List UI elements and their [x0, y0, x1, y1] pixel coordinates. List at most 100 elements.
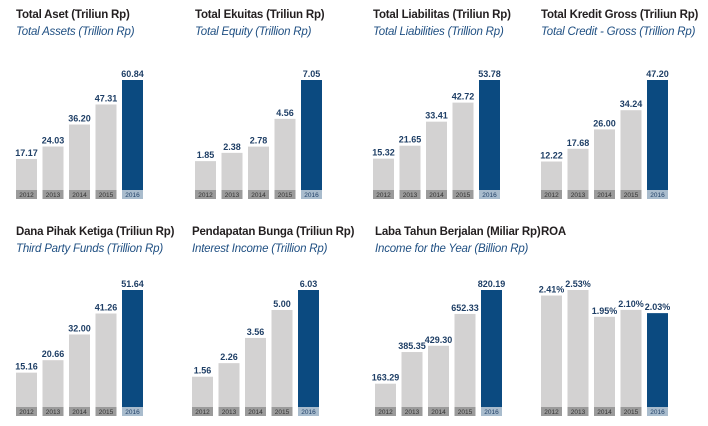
- year-box-2013: [42, 407, 64, 416]
- year-label-2012: 2012: [198, 192, 213, 199]
- bar-plot: 12.22 2012 17.68 2013 26.00 2014 34.24 2015 47.2…: [540, 69, 669, 199]
- year-box-2013: [399, 190, 421, 199]
- bar-2014: [426, 121, 447, 190]
- value-label-2015: 41.26: [95, 303, 118, 313]
- year-box-2016: [647, 407, 668, 416]
- bar-2016: [647, 313, 668, 407]
- year-label-2013: 2013: [571, 192, 586, 199]
- bar-plot: 1.56 2012 2.26 2013 3.56 2014 5.00 2015 6.03 2016: [192, 279, 319, 416]
- chart-panel-roa: ROA 2.41% 2012 2.53% 2013 1.95% 2014 2.10% 2015 2…: [539, 226, 708, 426]
- bar-2012: [375, 383, 396, 407]
- year-label-2014: 2014: [597, 409, 612, 416]
- year-box-2016: [301, 190, 322, 199]
- chart-subtitle: Third Party Funds (Trillion Rp): [16, 243, 163, 255]
- value-label-2013: 2.53%: [565, 279, 591, 289]
- year-label-2015: 2015: [624, 409, 639, 416]
- year-box-2012: [16, 407, 37, 416]
- year-label-2015: 2015: [456, 192, 471, 199]
- value-label-2014: 1.95%: [592, 306, 618, 316]
- year-label-2012: 2012: [376, 192, 391, 199]
- value-label-2014: 3.56: [247, 327, 265, 337]
- value-label-2012: 15.32: [372, 148, 395, 158]
- value-label-2014: 26.00: [593, 118, 616, 128]
- chart-panel-total-ekuitas-triliun-rp: Total Ekuitas (Triliun Rp) Total Equity (…: [195, 9, 365, 209]
- year-label-2012: 2012: [378, 409, 393, 416]
- year-label-2016: 2016: [125, 192, 140, 199]
- value-label-2016: 2.03%: [645, 302, 671, 312]
- year-box-2016: [298, 407, 319, 416]
- year-label-2014: 2014: [72, 409, 87, 416]
- year-box-2016: [122, 407, 143, 416]
- bar-2014: [245, 337, 266, 407]
- chart-panel-total-aset-triliun-rp: Total Aset (Triliun Rp) Total Assets (Tri…: [15, 9, 186, 209]
- chart-title: Total Ekuitas (Triliun Rp): [195, 9, 325, 21]
- year-box-2016: [122, 190, 143, 199]
- value-label-2012: 12.22: [540, 151, 563, 161]
- bar-2015: [452, 102, 474, 190]
- bar-2014: [428, 345, 449, 407]
- year-label-2015: 2015: [99, 192, 114, 199]
- value-label-2013: 385.35: [398, 341, 426, 351]
- year-box-2012: [541, 407, 562, 416]
- year-label-2014: 2014: [72, 192, 87, 199]
- year-box-2015: [95, 407, 117, 416]
- year-box-2014: [594, 190, 615, 199]
- bar-2014: [248, 146, 269, 190]
- year-label-2012: 2012: [544, 192, 559, 199]
- bar-2016: [481, 290, 502, 407]
- year-label-2013: 2013: [225, 192, 240, 199]
- bar-2016: [122, 80, 143, 190]
- bar-2012: [373, 158, 394, 190]
- year-label-2016: 2016: [482, 192, 497, 199]
- year-label-2013: 2013: [46, 409, 61, 416]
- bar-2013: [42, 360, 64, 407]
- value-label-2014: 36.20: [68, 114, 91, 124]
- chart-title: Total Liabilitas (Triliun Rp): [373, 9, 511, 21]
- value-label-2012: 15.16: [15, 362, 38, 372]
- year-box-2015: [95, 190, 117, 199]
- year-box-2016: [481, 407, 502, 416]
- year-label-2016: 2016: [650, 409, 665, 416]
- bar-2012: [541, 295, 562, 407]
- bar-2012: [541, 161, 562, 190]
- year-box-2014: [69, 190, 90, 199]
- value-label-2015: 42.72: [452, 92, 475, 102]
- year-label-2013: 2013: [46, 192, 61, 199]
- bar-2012: [195, 161, 216, 190]
- year-box-2013: [42, 190, 64, 199]
- bar-2016: [479, 80, 500, 190]
- chart-subtitle: Interest Income (Trillion Rp): [192, 243, 328, 255]
- bar-2014: [69, 124, 90, 190]
- year-label-2016: 2016: [650, 192, 665, 199]
- bar-2016: [647, 80, 668, 190]
- value-label-2015: 34.24: [620, 99, 643, 109]
- chart-title: Dana Pihak Ketiga (Triliun Rp): [16, 226, 175, 238]
- year-box-2013: [221, 190, 243, 199]
- value-label-2016: 47.20: [646, 69, 669, 79]
- year-box-2013: [567, 407, 589, 416]
- chart-title: Laba Tahun Berjalan (Miliar Rp): [375, 226, 541, 238]
- value-label-2015: 47.31: [95, 93, 118, 103]
- bar-plot: 15.32 2012 21.65 2013 33.41 2014 42.72 2015 53.7…: [372, 69, 501, 199]
- year-box-2015: [452, 190, 474, 199]
- value-label-2015: 5.00: [273, 299, 291, 309]
- year-label-2016: 2016: [301, 409, 316, 416]
- chart-title: Total Kredit Gross (Triliun Rp): [541, 9, 699, 21]
- bar-2013: [401, 352, 423, 407]
- year-label-2016: 2016: [304, 192, 319, 199]
- year-label-2014: 2014: [248, 409, 263, 416]
- year-label-2013: 2013: [222, 409, 237, 416]
- year-label-2013: 2013: [405, 409, 420, 416]
- value-label-2015: 4.56: [276, 108, 294, 118]
- bar-2015: [620, 110, 642, 190]
- year-box-2015: [274, 190, 296, 199]
- year-label-2012: 2012: [19, 409, 34, 416]
- value-label-2013: 2.26: [220, 352, 238, 362]
- bar-2013: [399, 145, 421, 190]
- bar-2013: [221, 152, 243, 190]
- bar-plot: 15.16 2012 20.66 2013 32.00 2014 41.26 2015 51.6…: [15, 279, 144, 416]
- year-label-2013: 2013: [571, 409, 586, 416]
- chart-subtitle: Total Assets (Trillion Rp): [16, 26, 135, 38]
- year-box-2013: [401, 407, 423, 416]
- bar-plot: 17.17 2012 24.03 2013 36.20 2014 47.31 2015 60.8…: [15, 69, 144, 199]
